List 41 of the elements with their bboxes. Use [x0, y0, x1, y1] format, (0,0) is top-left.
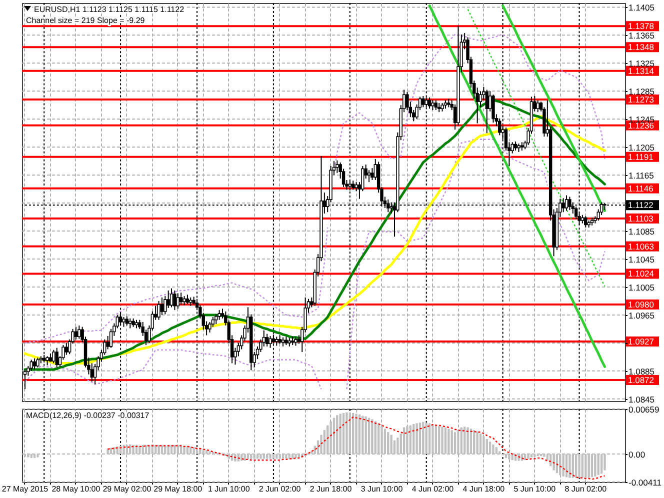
- x-tick-label: 2 Jun 18:00: [310, 484, 352, 494]
- x-tick-label: 4 Jun 02:00: [412, 484, 454, 494]
- y-tick-label: 1.1405: [628, 2, 655, 13]
- ref-line-label: 1.1348: [628, 42, 654, 52]
- ref-line-label: 1.1191: [628, 152, 654, 162]
- x-tick-label: 29 May 18:00: [154, 484, 203, 494]
- x-tick-label: 28 May 10:00: [52, 484, 101, 494]
- ref-line-label: 1.0872: [628, 375, 654, 386]
- chart-title: MACD(12,26,9) -0.00237 -0.00317: [26, 411, 150, 420]
- y-tick-label: 1.1085: [628, 226, 655, 237]
- text: Channel size = 219 Slope = -9.29: [26, 16, 146, 25]
- x-tick-label: 5 Jun 10:00: [514, 484, 556, 494]
- y-tick-label: 0.00: [628, 449, 646, 460]
- y-tick-label: 1.1285: [628, 86, 655, 97]
- x-tick-label: 27 May 2015: [2, 484, 49, 494]
- y-tick-label: 1.0965: [628, 310, 655, 320]
- y-tick-label: -0.00411: [628, 478, 662, 488]
- y-tick-label: 1.1005: [628, 282, 655, 292]
- y-tick-label: 1.1045: [628, 254, 655, 265]
- y-tick-label: 1.0845: [628, 394, 655, 404]
- x-tick-label: 3 Jun 10:00: [360, 484, 404, 494]
- ref-line-label: 1.0980: [628, 299, 654, 310]
- ref-line-label: 1.1122: [628, 200, 654, 210]
- ref-line-label: 1.1146: [628, 183, 654, 194]
- y-tick-label: 1.1165: [628, 170, 654, 181]
- y-tick-label: 1.1205: [628, 142, 655, 153]
- x-tick-label: 2 Jun 02:00: [258, 484, 302, 494]
- ref-line-label: 1.1273: [628, 94, 654, 105]
- ref-line-label: 1.1378: [628, 21, 654, 32]
- ref-line-label: 1.1024: [628, 268, 654, 279]
- ref-line-label: 1.1063: [628, 241, 654, 252]
- x-tick-label: 29 May 02:00: [102, 484, 152, 494]
- chart-title: EURUSD,H1 1.1123 1.1125 1.1115 1.1122: [34, 5, 185, 14]
- y-tick-label: 0.00659: [628, 404, 660, 414]
- x-tick-label: 8 Jun 02:00: [564, 484, 608, 494]
- y-tick-label: 1.1365: [628, 30, 655, 41]
- y-tick-label: 1.0885: [628, 366, 655, 376]
- ref-line-label: 1.1103: [628, 213, 654, 224]
- x-tick-label: 4 Jun 18:00: [462, 484, 506, 494]
- x-tick-label: 1 Jun 10:00: [208, 484, 250, 494]
- ref-line-label: 1.0927: [628, 336, 654, 347]
